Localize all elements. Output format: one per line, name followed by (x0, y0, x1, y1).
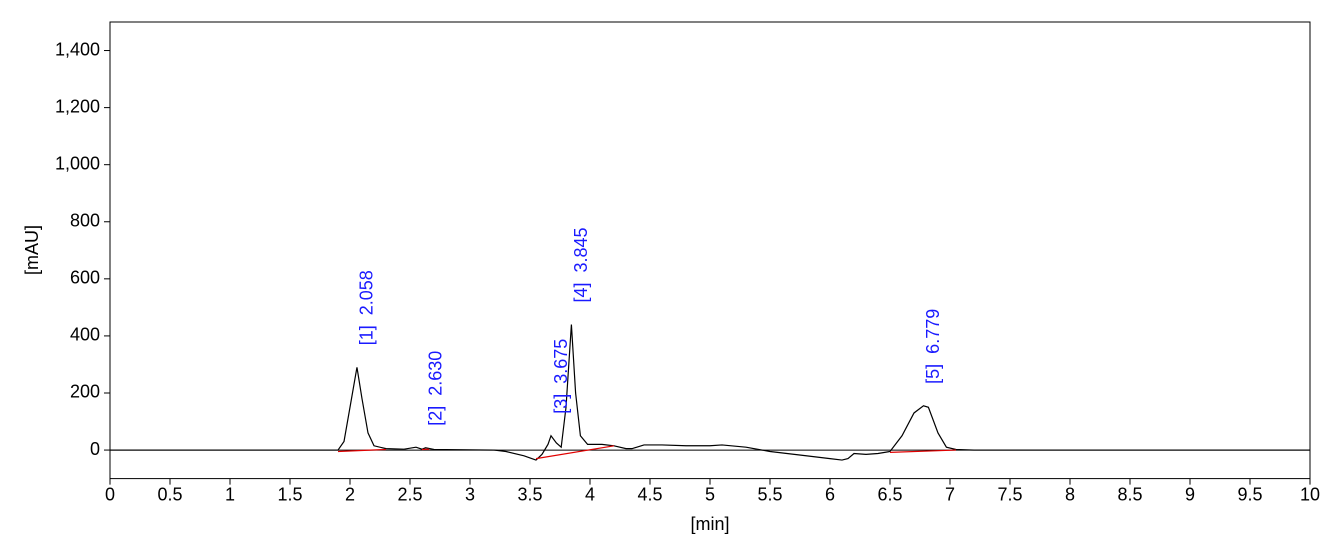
trace (337, 445, 957, 460)
x-tick-label: 2 (345, 484, 355, 504)
y-tick-label: 1,400 (55, 39, 100, 59)
x-tick-label: 4.5 (637, 484, 662, 504)
x-tick-label: 8.5 (1117, 484, 1142, 504)
x-tick-label: 0 (105, 484, 115, 504)
x-tick-label: 10 (1300, 484, 1320, 504)
x-tick-label: 0.5 (157, 484, 182, 504)
x-tick-label: 5 (705, 484, 715, 504)
x-tick-label: 2.5 (397, 484, 422, 504)
peak-label: [3] 3.675 (551, 339, 571, 414)
y-tick-label: 0 (90, 439, 100, 459)
trace (110, 324, 1310, 461)
y-axis-label: [mAU] (22, 225, 42, 275)
peak-label: [2] 2.630 (425, 351, 445, 426)
x-tick-label: 5.5 (757, 484, 782, 504)
x-tick-label: 9.5 (1237, 484, 1262, 504)
x-tick-label: 6.5 (877, 484, 902, 504)
x-tick-label: 7.5 (997, 484, 1022, 504)
y-tick-label: 1,000 (55, 153, 100, 173)
y-tick-label: 800 (70, 211, 100, 231)
x-tick-label: 4 (585, 484, 595, 504)
plot-frame (109, 21, 1311, 480)
x-tick-label: 3 (465, 484, 475, 504)
y-tick-label: 200 (70, 382, 100, 402)
x-tick-label: 1 (225, 484, 235, 504)
x-tick-label: 8 (1065, 484, 1075, 504)
peak-label: [1] 2.058 (357, 270, 377, 345)
y-tick-label: 1,200 (55, 96, 100, 116)
peak-label: [4] 3.845 (571, 227, 591, 302)
x-tick-label: 6 (825, 484, 835, 504)
x-tick-label: 7 (945, 484, 955, 504)
x-tick-label: 1.5 (277, 484, 302, 504)
y-tick-label: 600 (70, 268, 100, 288)
x-tick-label: 9 (1185, 484, 1195, 504)
x-tick-label: 3.5 (517, 484, 542, 504)
x-axis-label: [min] (690, 514, 729, 534)
peak-label: [5] 6.779 (923, 309, 943, 384)
y-tick-label: 400 (70, 325, 100, 345)
